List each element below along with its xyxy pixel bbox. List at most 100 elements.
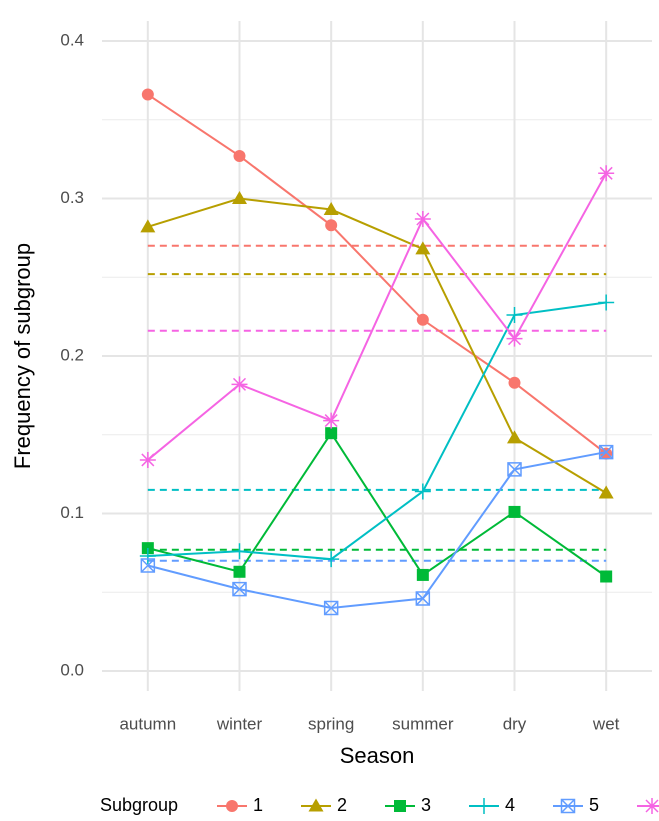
point bbox=[233, 149, 246, 162]
marker-shape bbox=[507, 430, 522, 444]
series-line bbox=[147, 431, 607, 578]
y-tick-label: 0.0 bbox=[60, 660, 84, 679]
series-line bbox=[147, 301, 607, 561]
marker-shape bbox=[506, 307, 523, 324]
point bbox=[508, 505, 521, 518]
x-tick-label: winter bbox=[216, 714, 263, 733]
point bbox=[323, 412, 340, 429]
marker-shape bbox=[414, 210, 431, 227]
point bbox=[232, 191, 247, 205]
x-tick-label: spring bbox=[308, 714, 354, 733]
marker-shape bbox=[140, 219, 156, 233]
point bbox=[325, 219, 338, 232]
series-line bbox=[147, 197, 607, 494]
marker-shape bbox=[414, 483, 431, 500]
marker-shape bbox=[508, 505, 521, 518]
marker-shape bbox=[308, 798, 324, 812]
legend-label: 5 bbox=[589, 795, 599, 815]
marker-shape bbox=[394, 800, 406, 812]
legend-key-marker bbox=[308, 798, 324, 812]
marker-shape bbox=[323, 412, 340, 429]
point bbox=[141, 88, 154, 101]
point bbox=[506, 330, 523, 347]
point bbox=[598, 485, 614, 499]
point bbox=[507, 430, 522, 444]
legend-key-marker bbox=[560, 798, 576, 814]
point bbox=[139, 548, 156, 565]
point bbox=[231, 543, 248, 560]
point bbox=[414, 210, 431, 227]
marker-shape bbox=[598, 485, 614, 499]
marker-shape bbox=[476, 798, 492, 814]
point bbox=[140, 558, 156, 573]
point bbox=[232, 581, 247, 597]
point bbox=[600, 447, 613, 460]
y-axis-title: Frequency of subgroup bbox=[10, 243, 35, 469]
marker-shape bbox=[598, 294, 615, 311]
x-tick-label: summer bbox=[392, 714, 454, 733]
y-tick-label: 0.2 bbox=[60, 345, 84, 364]
legend-key-marker bbox=[476, 798, 492, 814]
marker-shape bbox=[325, 427, 338, 440]
point bbox=[415, 591, 431, 606]
marker-shape bbox=[598, 444, 614, 460]
marker-shape bbox=[507, 462, 522, 477]
legend-key-marker bbox=[226, 800, 238, 812]
legend-label: 3 bbox=[421, 795, 431, 815]
point bbox=[598, 444, 614, 460]
series-line bbox=[147, 93, 607, 455]
marker-shape bbox=[231, 543, 248, 560]
point bbox=[416, 568, 429, 581]
y-tick-label: 0.4 bbox=[60, 30, 84, 49]
point bbox=[323, 202, 339, 216]
point bbox=[600, 570, 613, 583]
marker-shape bbox=[325, 219, 338, 232]
marker-shape bbox=[560, 798, 576, 814]
point bbox=[323, 600, 339, 616]
point bbox=[233, 565, 246, 578]
point bbox=[325, 427, 338, 440]
marker-shape bbox=[506, 330, 523, 347]
point bbox=[323, 551, 340, 568]
marker-shape bbox=[600, 570, 613, 583]
marker-shape bbox=[323, 600, 339, 616]
marker-shape bbox=[139, 548, 156, 565]
point bbox=[415, 241, 431, 255]
marker-shape bbox=[416, 313, 429, 326]
marker-shape bbox=[141, 88, 154, 101]
point bbox=[598, 294, 615, 311]
legend-key-marker bbox=[644, 798, 659, 814]
point bbox=[231, 376, 248, 393]
x-tick-label: dry bbox=[503, 714, 527, 733]
marker-shape bbox=[415, 241, 431, 255]
legend-key-marker bbox=[394, 800, 406, 812]
series-line bbox=[147, 451, 607, 610]
y-tick-label: 0.1 bbox=[60, 503, 84, 522]
marker-shape bbox=[416, 568, 429, 581]
x-tick-label: wet bbox=[592, 714, 620, 733]
marker-shape bbox=[232, 191, 247, 205]
legend-title: Subgroup bbox=[100, 795, 178, 815]
marker-shape bbox=[233, 149, 246, 162]
point bbox=[414, 483, 431, 500]
marker-shape bbox=[323, 202, 339, 216]
legend-label: 4 bbox=[505, 795, 515, 815]
point bbox=[508, 376, 521, 389]
legend-label: 2 bbox=[337, 795, 347, 815]
point bbox=[598, 165, 615, 182]
x-tick-label: autumn bbox=[119, 714, 176, 733]
y-tick-label: 0.3 bbox=[60, 188, 84, 207]
marker-shape bbox=[226, 800, 238, 812]
marker-shape bbox=[598, 165, 615, 182]
marker-shape bbox=[140, 558, 156, 573]
x-axis-title: Season bbox=[340, 743, 415, 768]
marker-shape bbox=[508, 376, 521, 389]
marker-shape bbox=[600, 447, 613, 460]
marker-shape bbox=[232, 581, 247, 597]
point bbox=[507, 462, 522, 477]
marker-shape bbox=[415, 591, 431, 606]
point bbox=[416, 313, 429, 326]
legend-label: 1 bbox=[253, 795, 263, 815]
series-line bbox=[147, 172, 608, 461]
